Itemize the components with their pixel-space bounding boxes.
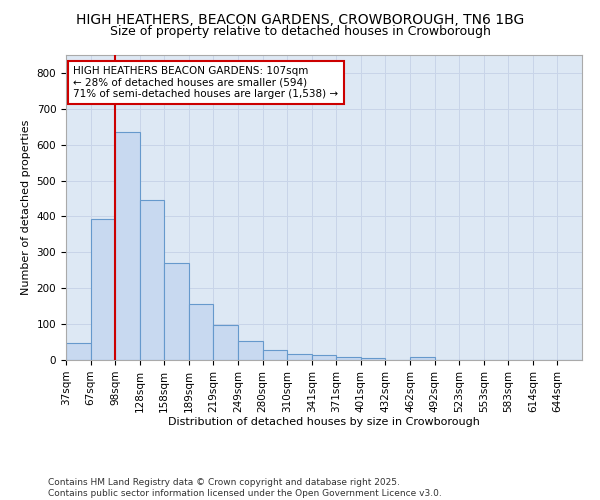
Bar xyxy=(336,357,361,360)
Text: HIGH HEATHERS, BEACON GARDENS, CROWBOROUGH, TN6 1BG: HIGH HEATHERS, BEACON GARDENS, CROWBOROU… xyxy=(76,12,524,26)
Bar xyxy=(312,356,336,360)
Bar xyxy=(91,219,115,360)
Text: HIGH HEATHERS BEACON GARDENS: 107sqm
← 28% of detached houses are smaller (594)
: HIGH HEATHERS BEACON GARDENS: 107sqm ← 2… xyxy=(73,66,338,99)
Bar xyxy=(287,354,312,360)
Bar xyxy=(238,342,263,360)
X-axis label: Distribution of detached houses by size in Crowborough: Distribution of detached houses by size … xyxy=(168,418,480,428)
Bar xyxy=(263,350,287,360)
Bar xyxy=(66,344,91,360)
Bar xyxy=(361,358,385,360)
Bar xyxy=(189,304,214,360)
Bar xyxy=(410,358,434,360)
Bar xyxy=(115,132,140,360)
Bar xyxy=(140,200,164,360)
Y-axis label: Number of detached properties: Number of detached properties xyxy=(21,120,31,295)
Bar xyxy=(214,325,238,360)
Bar xyxy=(164,263,189,360)
Text: Contains HM Land Registry data © Crown copyright and database right 2025.
Contai: Contains HM Land Registry data © Crown c… xyxy=(48,478,442,498)
Text: Size of property relative to detached houses in Crowborough: Size of property relative to detached ho… xyxy=(110,25,490,38)
